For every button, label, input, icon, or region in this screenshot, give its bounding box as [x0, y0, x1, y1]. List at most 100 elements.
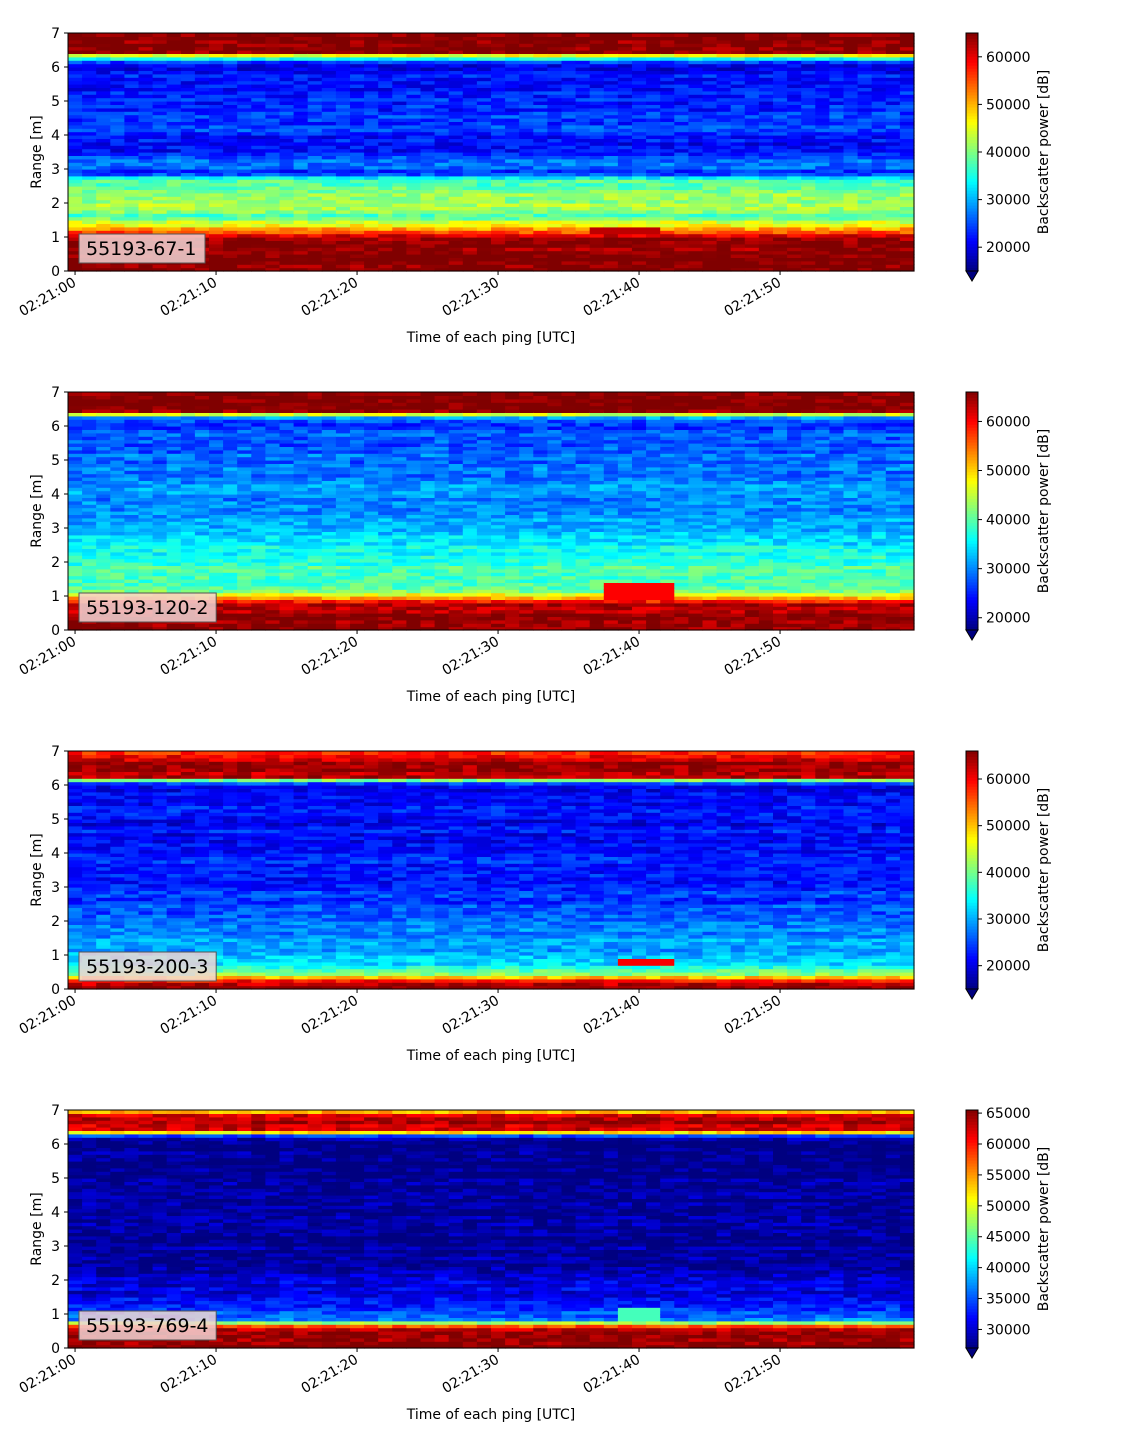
heatmap-cell [166, 534, 182, 539]
heatmap-cell [350, 169, 365, 173]
heatmap-cell [646, 209, 661, 214]
heatmap-cell [209, 60, 224, 65]
heatmap-cell [307, 73, 323, 78]
heatmap-cell [68, 124, 83, 129]
heatmap-cell [96, 473, 111, 478]
heatmap-cell [448, 230, 464, 235]
heatmap-cell [180, 192, 196, 197]
heatmap-cell [476, 36, 492, 41]
heatmap-cell [138, 172, 154, 177]
heatmap-cell [857, 73, 873, 78]
heatmap-cell [632, 226, 647, 231]
heatmap-cell [575, 128, 591, 133]
heatmap-cell [251, 148, 266, 153]
heatmap-cell [448, 36, 464, 41]
heatmap-cell [138, 548, 154, 553]
heatmap-cell [801, 230, 816, 235]
heatmap-cell [279, 247, 295, 252]
heatmap-cell [68, 602, 83, 607]
heatmap-cell [138, 264, 154, 269]
heatmap-cell [448, 90, 464, 95]
heatmap-cell [773, 196, 788, 201]
heatmap-cell [885, 243, 901, 248]
heatmap-cell [96, 409, 111, 413]
heatmap-cell [307, 94, 323, 99]
heatmap-cell [68, 169, 83, 173]
heatmap-cell [801, 192, 816, 197]
heatmap-cell [617, 135, 633, 139]
heatmap-cell [96, 118, 111, 122]
heatmap-cell [815, 179, 830, 184]
heatmap-cell [491, 254, 506, 258]
heatmap-cell [730, 131, 746, 136]
heatmap-cell [533, 165, 548, 170]
heatmap-cell [519, 165, 534, 170]
heatmap-cell [96, 565, 111, 570]
heatmap-cell [209, 107, 224, 112]
heatmap-cell [124, 43, 140, 48]
x-tick-label: 02:21:20 [299, 275, 361, 320]
heatmap-cell [730, 247, 746, 252]
heatmap-cell [617, 172, 633, 177]
heatmap-cell [293, 63, 309, 68]
heatmap-cell [335, 233, 351, 238]
heatmap-cell [251, 67, 266, 71]
heatmap-cell [96, 148, 111, 153]
heatmap-cell [476, 107, 492, 112]
heatmap-cell [406, 196, 422, 201]
heatmap-cell [335, 240, 351, 245]
heatmap-cell [491, 53, 506, 58]
heatmap-cell [758, 226, 774, 231]
heatmap-cell [829, 243, 845, 248]
heatmap-cell [632, 169, 647, 173]
heatmap-cell [448, 131, 464, 136]
heatmap-cell [617, 209, 633, 214]
heatmap-cell [279, 199, 295, 204]
heatmap-cell [491, 97, 506, 102]
heatmap-cell [307, 179, 323, 184]
heatmap-cell [787, 247, 802, 252]
heatmap-cell [603, 216, 619, 221]
heatmap-cell [138, 436, 154, 441]
heatmap-cell [787, 264, 802, 269]
heatmap-cell [589, 111, 605, 116]
heatmap-cell [124, 165, 140, 170]
heatmap-cell [279, 141, 295, 146]
heatmap-cell [251, 94, 266, 99]
heatmap-cell [265, 196, 281, 201]
heatmap-cell [843, 101, 859, 105]
heatmap-cell [787, 226, 802, 231]
heatmap-cell [96, 466, 111, 471]
heatmap-cell [209, 124, 224, 129]
heatmap-cell [434, 175, 450, 180]
heatmap-cell [899, 182, 915, 187]
heatmap-cell [660, 220, 675, 224]
heatmap-cell [744, 158, 760, 163]
heatmap-cell [124, 449, 140, 454]
heatmap-cell [209, 63, 224, 68]
heatmap-cell [82, 199, 97, 204]
heatmap-cell [575, 192, 591, 197]
heatmap-cell [194, 46, 210, 51]
heatmap-cell [251, 267, 266, 272]
heatmap-cell [857, 80, 873, 85]
heatmap-cell [110, 203, 125, 207]
heatmap-cell [293, 114, 309, 119]
heatmap-cell [857, 63, 873, 68]
heatmap-cell [857, 56, 873, 61]
heatmap-cell [378, 213, 393, 218]
heatmap-cell [505, 141, 520, 146]
heatmap-cell [801, 169, 816, 173]
heatmap-cell [251, 90, 266, 95]
heatmap-cell [674, 216, 689, 221]
heatmap-cell [138, 46, 154, 51]
heatmap-cell [519, 158, 534, 163]
heatmap-cell [476, 43, 492, 48]
heatmap-cell [166, 206, 182, 211]
heatmap-cell [378, 237, 393, 241]
heatmap-cell [744, 97, 760, 102]
heatmap-cell [589, 254, 605, 258]
heatmap-cell [152, 175, 168, 180]
heatmap-cell [773, 77, 788, 82]
heatmap-cell [110, 50, 125, 54]
